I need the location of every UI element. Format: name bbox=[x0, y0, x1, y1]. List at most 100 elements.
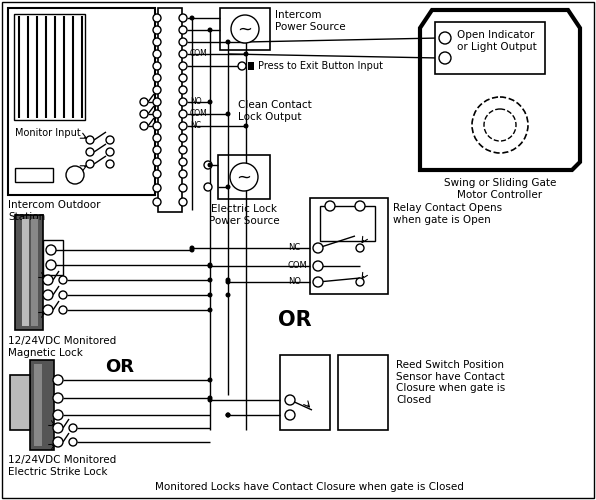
Circle shape bbox=[439, 52, 451, 64]
Circle shape bbox=[140, 110, 148, 118]
Text: Monitored Locks have Contact Closure when gate is Closed: Monitored Locks have Contact Closure whe… bbox=[155, 482, 464, 492]
Circle shape bbox=[225, 112, 231, 116]
Bar bbox=[310, 198, 388, 294]
Circle shape bbox=[153, 62, 161, 70]
Circle shape bbox=[313, 261, 323, 271]
Circle shape bbox=[190, 16, 194, 20]
Circle shape bbox=[153, 38, 161, 46]
Text: Intercom Outdoor
Station: Intercom Outdoor Station bbox=[8, 200, 101, 222]
Text: NC: NC bbox=[190, 122, 201, 130]
Circle shape bbox=[439, 32, 451, 44]
Circle shape bbox=[59, 276, 67, 284]
Circle shape bbox=[69, 438, 77, 446]
Text: Open Indicator
or Light Output: Open Indicator or Light Output bbox=[457, 30, 537, 52]
Circle shape bbox=[207, 162, 213, 168]
Text: OR: OR bbox=[105, 358, 135, 376]
Bar bbox=[158, 8, 182, 212]
Circle shape bbox=[59, 291, 67, 299]
Circle shape bbox=[153, 14, 161, 22]
Circle shape bbox=[179, 170, 187, 178]
Circle shape bbox=[355, 201, 365, 211]
Circle shape bbox=[43, 275, 53, 285]
Circle shape bbox=[244, 52, 249, 57]
Circle shape bbox=[190, 246, 194, 250]
Bar bbox=[34, 364, 42, 446]
Circle shape bbox=[53, 393, 63, 403]
Circle shape bbox=[190, 248, 194, 252]
Circle shape bbox=[43, 290, 53, 300]
Circle shape bbox=[207, 398, 213, 402]
Text: Press to Exit Button Input: Press to Exit Button Input bbox=[258, 61, 383, 71]
Circle shape bbox=[179, 86, 187, 94]
Text: COM: COM bbox=[190, 110, 208, 118]
Text: 12/24VDC Monitored
Magnetic Lock: 12/24VDC Monitored Magnetic Lock bbox=[8, 336, 116, 357]
Circle shape bbox=[153, 110, 161, 118]
Circle shape bbox=[313, 277, 323, 287]
Circle shape bbox=[207, 28, 213, 32]
Circle shape bbox=[179, 158, 187, 166]
Bar bbox=[220, 8, 270, 50]
Bar bbox=[15, 215, 43, 330]
Bar bbox=[338, 355, 388, 430]
Circle shape bbox=[225, 412, 231, 418]
Circle shape bbox=[69, 424, 77, 432]
Circle shape bbox=[86, 148, 94, 156]
Circle shape bbox=[179, 14, 187, 22]
Circle shape bbox=[153, 170, 161, 178]
Circle shape bbox=[153, 50, 161, 58]
Circle shape bbox=[484, 109, 516, 141]
Circle shape bbox=[207, 396, 213, 400]
Circle shape bbox=[231, 15, 259, 43]
Circle shape bbox=[153, 158, 161, 166]
Circle shape bbox=[225, 278, 231, 282]
Circle shape bbox=[153, 26, 161, 34]
Circle shape bbox=[207, 278, 213, 282]
Circle shape bbox=[53, 423, 63, 433]
Circle shape bbox=[179, 98, 187, 106]
Circle shape bbox=[153, 198, 161, 206]
Circle shape bbox=[46, 245, 56, 255]
Circle shape bbox=[153, 86, 161, 94]
Bar bbox=[14, 14, 85, 120]
Circle shape bbox=[153, 146, 161, 154]
Circle shape bbox=[153, 184, 161, 192]
Text: NO: NO bbox=[288, 278, 301, 286]
Circle shape bbox=[225, 292, 231, 298]
Text: Clean Contact
Lock Output: Clean Contact Lock Output bbox=[238, 100, 312, 122]
Circle shape bbox=[179, 146, 187, 154]
Circle shape bbox=[285, 395, 295, 405]
Polygon shape bbox=[420, 10, 580, 170]
Circle shape bbox=[53, 437, 63, 447]
Circle shape bbox=[204, 161, 212, 169]
Circle shape bbox=[225, 412, 231, 418]
Circle shape bbox=[179, 122, 187, 130]
Circle shape bbox=[179, 50, 187, 58]
Circle shape bbox=[238, 62, 246, 70]
Circle shape bbox=[153, 122, 161, 130]
Circle shape bbox=[43, 305, 53, 315]
Circle shape bbox=[153, 98, 161, 106]
Circle shape bbox=[106, 148, 114, 156]
Text: Reed Switch Position
Sensor have Contact
Closure when gate is
Closed: Reed Switch Position Sensor have Contact… bbox=[396, 360, 505, 405]
Circle shape bbox=[153, 134, 161, 142]
Circle shape bbox=[179, 198, 187, 206]
Text: COM: COM bbox=[190, 50, 208, 58]
Circle shape bbox=[106, 136, 114, 144]
Circle shape bbox=[207, 308, 213, 312]
Circle shape bbox=[356, 278, 364, 286]
Text: Monitor Input: Monitor Input bbox=[15, 128, 80, 138]
Text: COM: COM bbox=[288, 262, 308, 270]
Circle shape bbox=[207, 100, 213, 104]
Bar bbox=[31, 219, 38, 326]
Circle shape bbox=[140, 122, 148, 130]
Text: ~: ~ bbox=[237, 21, 253, 39]
Circle shape bbox=[179, 74, 187, 82]
Circle shape bbox=[204, 183, 212, 191]
Circle shape bbox=[207, 262, 213, 268]
Circle shape bbox=[179, 62, 187, 70]
Circle shape bbox=[59, 306, 67, 314]
Bar bbox=[43, 240, 63, 275]
Circle shape bbox=[86, 136, 94, 144]
Circle shape bbox=[325, 201, 335, 211]
Text: Swing or Sliding Gate
Motor Controller: Swing or Sliding Gate Motor Controller bbox=[444, 178, 556, 200]
